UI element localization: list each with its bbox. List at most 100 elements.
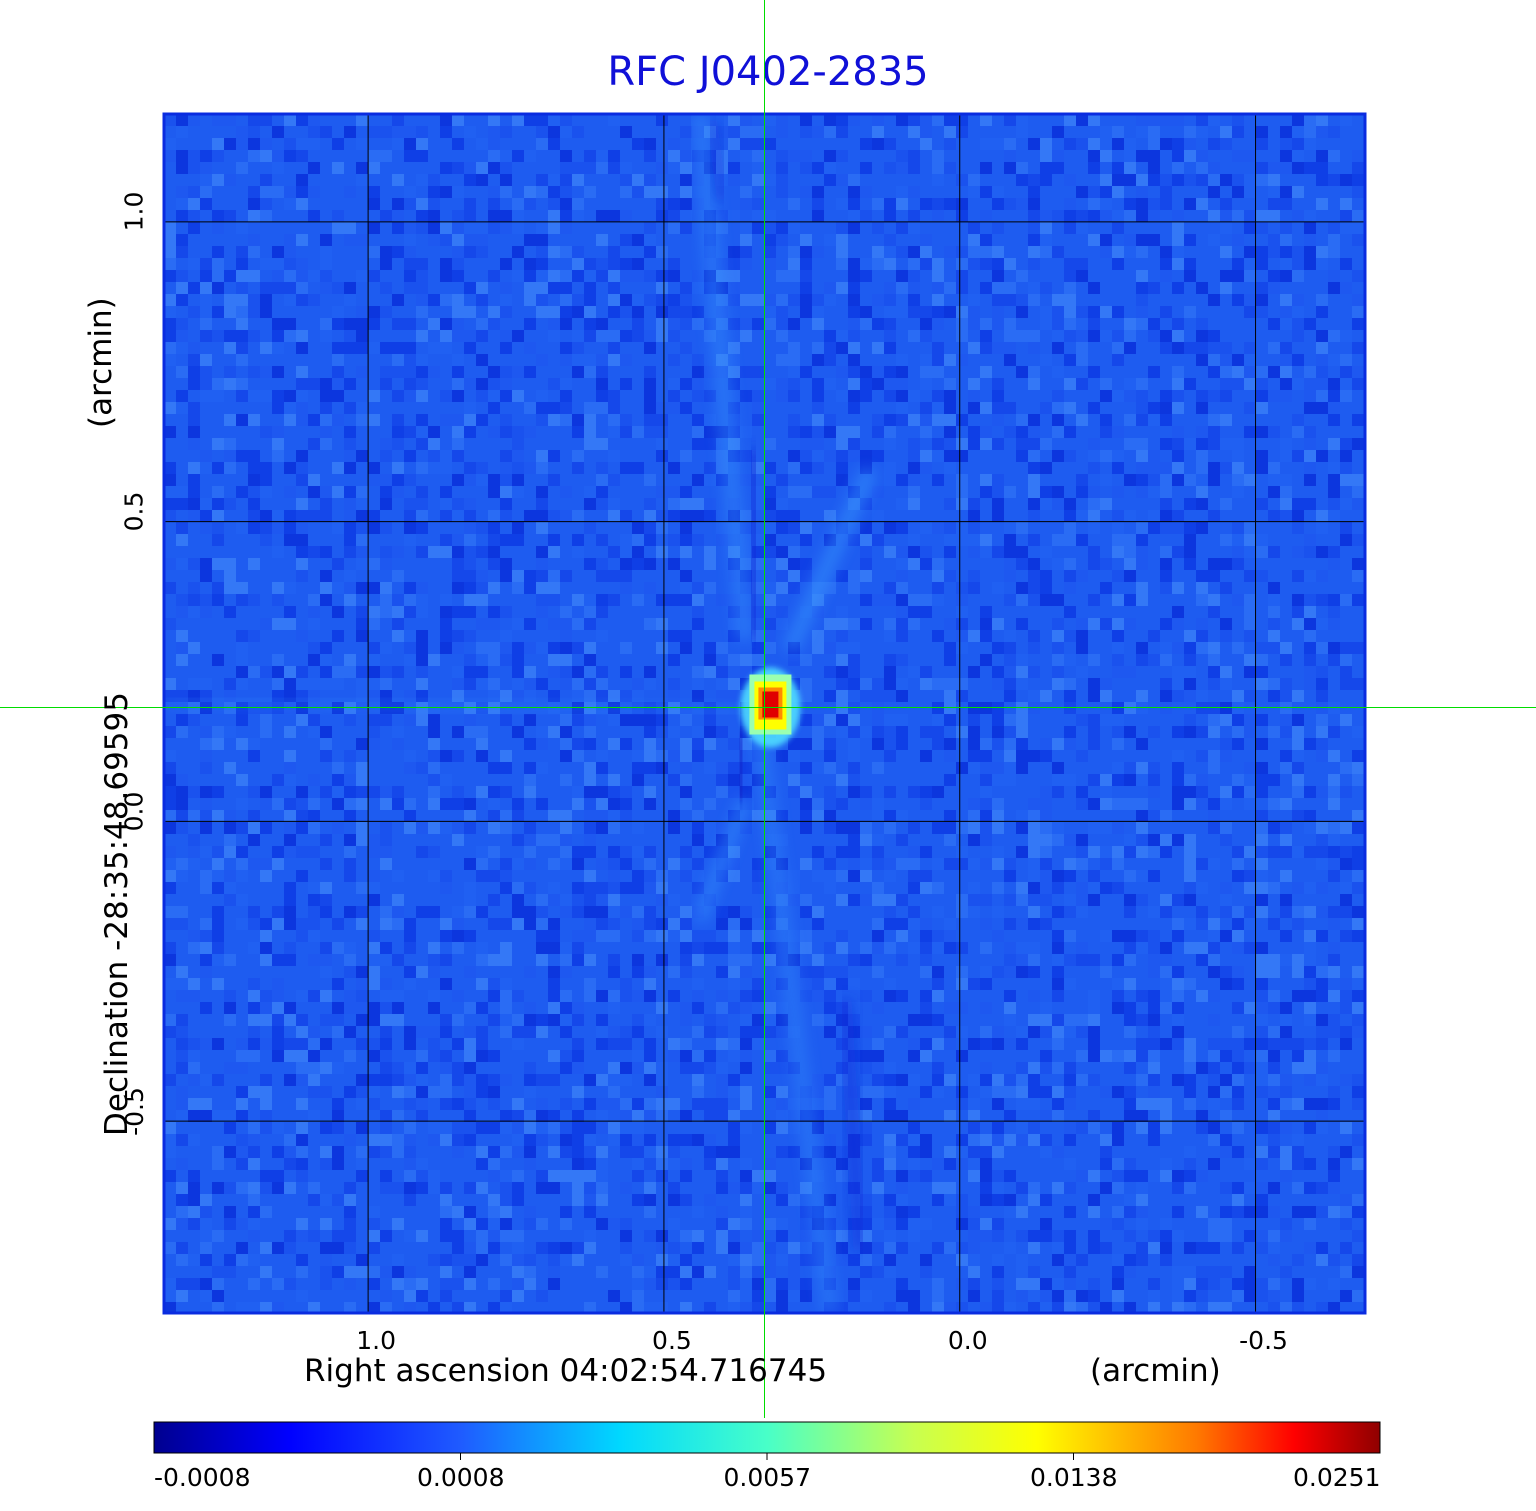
- noise-pixel: [380, 282, 392, 294]
- noise-pixel: [464, 222, 476, 234]
- noise-pixel: [632, 1146, 644, 1158]
- noise-pixel: [1028, 462, 1040, 474]
- noise-pixel: [296, 558, 308, 570]
- noise-pixel: [512, 522, 524, 534]
- noise-pixel: [932, 414, 944, 426]
- noise-pixel: [824, 978, 836, 990]
- noise-pixel: [668, 810, 680, 822]
- noise-pixel: [176, 606, 188, 618]
- noise-pixel: [1088, 150, 1100, 162]
- noise-pixel: [752, 990, 764, 1002]
- noise-pixel: [428, 1026, 440, 1038]
- noise-pixel: [668, 162, 680, 174]
- noise-pixel: [1352, 810, 1364, 822]
- noise-pixel: [1208, 1062, 1220, 1074]
- noise-pixel: [1016, 198, 1028, 210]
- noise-pixel: [380, 1002, 392, 1014]
- noise-pixel: [536, 402, 548, 414]
- noise-pixel: [308, 1026, 320, 1038]
- noise-pixel: [536, 678, 548, 690]
- noise-pixel: [908, 210, 920, 222]
- noise-pixel: [440, 1122, 452, 1134]
- noise-pixel: [236, 666, 248, 678]
- noise-pixel: [1160, 966, 1172, 978]
- noise-pixel: [968, 342, 980, 354]
- noise-pixel: [248, 138, 260, 150]
- noise-pixel: [920, 450, 932, 462]
- noise-pixel: [848, 342, 860, 354]
- noise-pixel: [908, 282, 920, 294]
- noise-pixel: [188, 426, 200, 438]
- noise-pixel: [920, 366, 932, 378]
- noise-pixel: [1064, 378, 1076, 390]
- noise-pixel: [1148, 1098, 1160, 1110]
- noise-pixel: [1244, 402, 1256, 414]
- noise-pixel: [1268, 1002, 1280, 1014]
- noise-pixel: [884, 738, 896, 750]
- noise-pixel: [1172, 114, 1184, 126]
- noise-pixel: [488, 786, 500, 798]
- noise-pixel: [1232, 186, 1244, 198]
- noise-pixel: [272, 1146, 284, 1158]
- noise-pixel: [656, 882, 668, 894]
- noise-pixel: [704, 426, 716, 438]
- noise-pixel: [1076, 750, 1088, 762]
- noise-pixel: [380, 666, 392, 678]
- noise-pixel: [248, 474, 260, 486]
- noise-pixel: [1292, 1134, 1304, 1146]
- noise-pixel: [1040, 1134, 1052, 1146]
- noise-pixel: [512, 654, 524, 666]
- noise-pixel: [1220, 174, 1232, 186]
- noise-pixel: [260, 462, 272, 474]
- noise-pixel: [260, 870, 272, 882]
- noise-pixel: [1028, 1122, 1040, 1134]
- noise-pixel: [368, 786, 380, 798]
- noise-pixel: [1172, 390, 1184, 402]
- noise-pixel: [332, 354, 344, 366]
- noise-pixel: [896, 522, 908, 534]
- noise-pixel: [272, 1014, 284, 1026]
- noise-pixel: [680, 150, 692, 162]
- noise-pixel: [1028, 174, 1040, 186]
- noise-pixel: [1136, 654, 1148, 666]
- noise-pixel: [176, 498, 188, 510]
- noise-pixel: [1088, 486, 1100, 498]
- noise-pixel: [380, 366, 392, 378]
- noise-pixel: [296, 330, 308, 342]
- noise-pixel: [272, 582, 284, 594]
- noise-pixel: [836, 126, 848, 138]
- noise-pixel: [1148, 174, 1160, 186]
- noise-pixel: [656, 1146, 668, 1158]
- noise-pixel: [884, 810, 896, 822]
- noise-pixel: [332, 1158, 344, 1170]
- noise-pixel: [524, 198, 536, 210]
- noise-pixel: [1064, 630, 1076, 642]
- noise-pixel: [572, 162, 584, 174]
- noise-pixel: [296, 198, 308, 210]
- noise-pixel: [932, 198, 944, 210]
- noise-pixel: [320, 246, 332, 258]
- noise-pixel: [296, 522, 308, 534]
- noise-pixel: [956, 258, 968, 270]
- noise-pixel: [548, 270, 560, 282]
- noise-pixel: [1208, 954, 1220, 966]
- noise-pixel: [1208, 714, 1220, 726]
- noise-pixel: [272, 150, 284, 162]
- noise-pixel: [656, 930, 668, 942]
- noise-pixel: [1208, 942, 1220, 954]
- noise-pixel: [680, 210, 692, 222]
- noise-pixel: [320, 282, 332, 294]
- noise-pixel: [968, 246, 980, 258]
- noise-pixel: [296, 714, 308, 726]
- noise-pixel: [572, 858, 584, 870]
- noise-pixel: [1136, 474, 1148, 486]
- noise-pixel: [392, 342, 404, 354]
- noise-pixel: [488, 390, 500, 402]
- noise-pixel: [284, 774, 296, 786]
- noise-pixel: [1136, 894, 1148, 906]
- noise-pixel: [980, 894, 992, 906]
- noise-pixel: [464, 546, 476, 558]
- noise-pixel: [1232, 1086, 1244, 1098]
- noise-pixel: [536, 918, 548, 930]
